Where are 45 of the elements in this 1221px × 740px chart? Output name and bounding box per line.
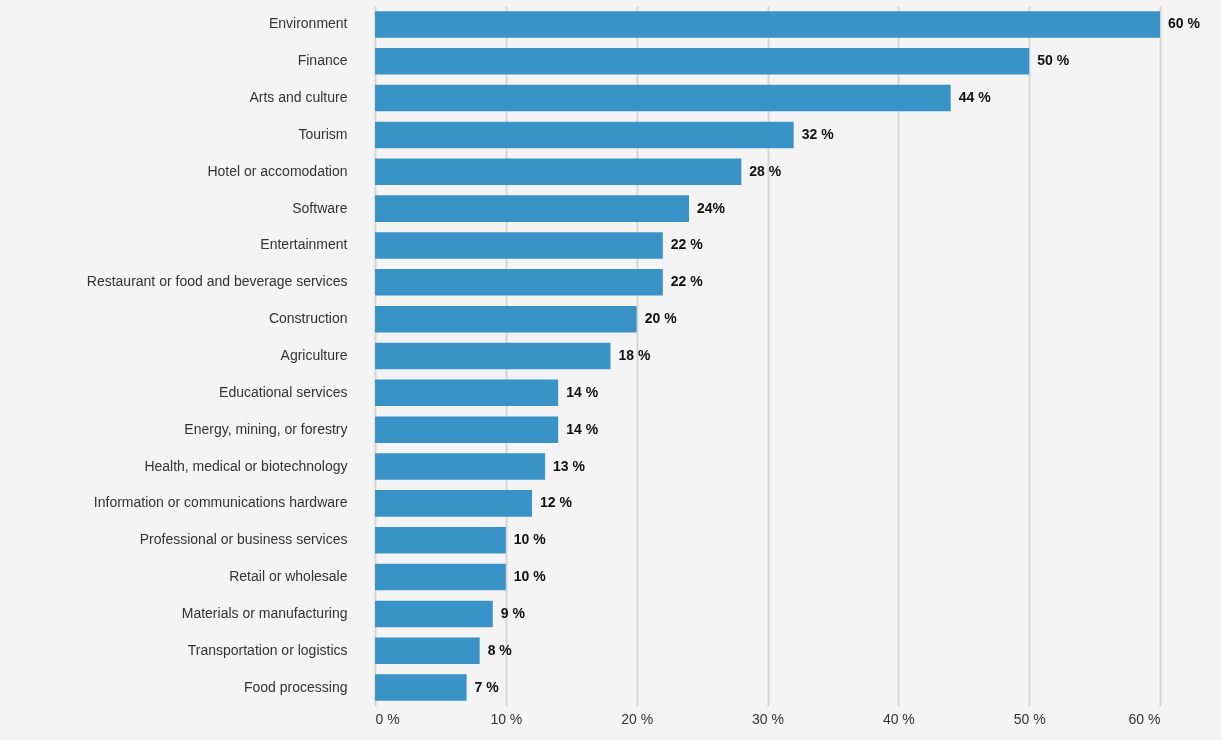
x-tick-label: 30 %: [752, 710, 784, 727]
y-tick-label: Environment: [268, 15, 348, 32]
data-label: 22 %: [670, 236, 704, 253]
data-label: 14 %: [566, 383, 599, 400]
data-label: 8 %: [487, 641, 513, 658]
data-label: 32 %: [801, 125, 835, 142]
y-tick-label: Agriculture: [280, 347, 348, 363]
y-tick-label: Retail or wholesale: [229, 568, 348, 585]
y-tick-label: Restaurant or food and beverage services: [86, 273, 348, 290]
data-label: 60 %: [1168, 15, 1201, 32]
data-label: 50 %: [1037, 52, 1070, 69]
y-tick-label: Information or communications hardware: [93, 494, 348, 511]
x-tick-label: 60 %: [1128, 710, 1161, 727]
data-label: 10 %: [513, 531, 547, 548]
y-tick-label: Transportation or logistics: [187, 641, 348, 658]
x-tick-label: 10 %: [490, 710, 523, 727]
x-tick-label: 20 %: [621, 710, 654, 727]
data-label: 22 %: [670, 273, 704, 290]
data-label: 14 %: [566, 420, 599, 437]
data-label: 18 %: [618, 347, 651, 363]
data-label: 44 %: [958, 89, 992, 106]
data-label: 10 %: [513, 568, 547, 585]
y-tick-label: Educational services: [219, 383, 348, 400]
y-tick-label: Software: [292, 199, 348, 216]
x-tick-label: 50 %: [1013, 710, 1046, 727]
y-tick-label: Health, medical or biotechnology: [144, 457, 348, 474]
data-label: 24%: [697, 199, 726, 216]
x-tick-label: 40 %: [882, 710, 915, 727]
y-tick-label: Arts and culture: [249, 89, 348, 106]
y-tick-label: Professional or business services: [139, 531, 348, 548]
data-label: 20 %: [644, 310, 678, 327]
data-label: 13 %: [553, 457, 586, 474]
data-label: 12 %: [540, 494, 573, 511]
y-tick-label: Materials or manufacturing: [181, 604, 348, 621]
data-label: 9 %: [500, 604, 526, 621]
y-tick-label: Food processing: [243, 678, 348, 695]
x-tick-label: 0 %: [375, 710, 400, 727]
y-tick-label: Tourism: [298, 125, 348, 142]
data-label: 28 %: [749, 162, 782, 179]
y-tick-label: Entertainment: [260, 236, 348, 253]
data-label: 7 %: [474, 678, 500, 695]
y-tick-label: Construction: [268, 310, 348, 327]
y-tick-label: Hotel or accomodation: [207, 162, 348, 179]
y-tick-label: Energy, mining, or forestry: [184, 420, 348, 437]
y-tick-label: Finance: [297, 52, 348, 69]
